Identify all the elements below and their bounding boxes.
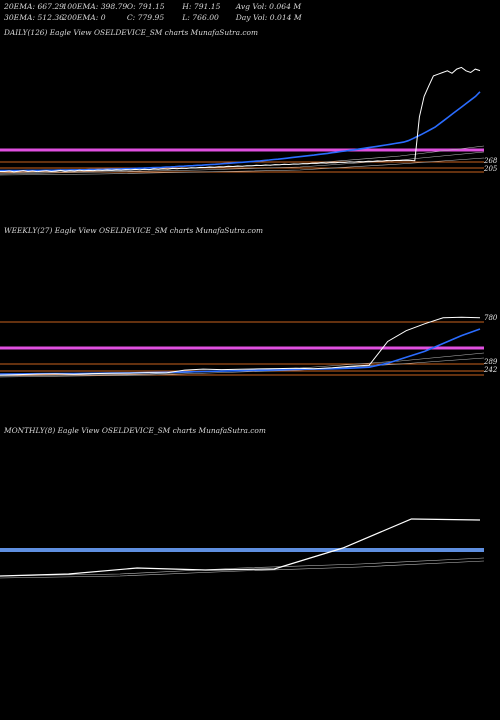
daily-ema-line (0, 91, 481, 172)
open-label: O: 791.15 (126, 2, 165, 11)
weekly-chart-title: WEEKLY(27) Eagle View OSELDEVICE_SM char… (4, 226, 263, 235)
ema200-label: 200EMA: 0 (62, 13, 106, 22)
weekly-price-line (0, 316, 481, 376)
daily-tick-label-1: 268 (483, 157, 498, 165)
weekly-tick-label-1: 780 (484, 314, 498, 322)
weekly-tick-label-3: 242 (483, 366, 498, 374)
daily-gray-ma-3 (0, 157, 485, 176)
ema20-label: 20EMA: 667.29 (4, 2, 65, 11)
monthly-chart-title: MONTHLY(8) Eagle View OSELDEVICE_SM char… (4, 426, 266, 435)
daily-tick-label-2: 205 (483, 165, 498, 173)
monthly-gray-ma-1 (0, 557, 485, 577)
close-label: C: 779.95 (126, 13, 165, 22)
weekly-tick-label-2: 289 (483, 358, 498, 366)
monthly-chart (0, 518, 485, 579)
daily-gray-ma-2 (0, 151, 485, 175)
avg-vol-label: Avg Vol: 0.064 M (235, 2, 302, 11)
indicator-row-1: 20EMA: 667.29 100EMA: 398.79 O: 791.15 H… (4, 2, 301, 11)
ema100-label: 100EMA: 398.79 (62, 2, 128, 11)
daily-chart-title: DAILY(126) Eagle View OSELDEVICE_SM char… (4, 28, 258, 37)
high-label: H: 791.15 (182, 2, 221, 11)
weekly-ema-line (0, 328, 481, 375)
ema30-label: 30EMA: 512.36 (4, 13, 65, 22)
day-vol-label: Day Vol: 0.014 M (235, 13, 302, 22)
weekly-chart: 780 289 242 (0, 314, 498, 378)
monthly-gray-ma-2 (0, 560, 485, 579)
indicator-row-2: 30EMA: 512.36 200EMA: 0 C: 779.95 L: 766… (4, 13, 302, 22)
daily-price-line (0, 66, 481, 173)
low-label: L: 766.00 (182, 13, 219, 22)
daily-chart: 268 205 (0, 66, 498, 176)
monthly-price-line (0, 518, 481, 577)
